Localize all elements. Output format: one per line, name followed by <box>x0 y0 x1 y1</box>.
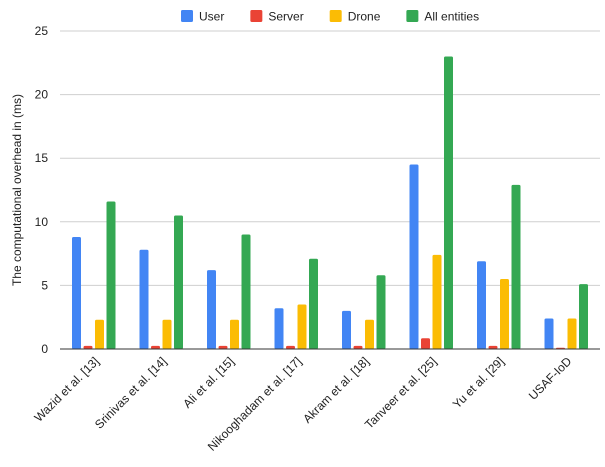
category-label: Ali et al. [15] <box>180 354 237 411</box>
legend-label-drone: Drone <box>348 10 381 24</box>
bar-all-entities-wazid-et-al-13 <box>106 201 116 349</box>
bar-user-ali-et-al-15 <box>207 270 216 349</box>
category-label: Akram et al. [18] <box>300 354 372 426</box>
category-label: Wazid et al. [13] <box>31 354 101 424</box>
bar-server-srinivas-et-al-14 <box>151 345 160 349</box>
y-tick-label: 5 <box>41 278 48 292</box>
bar-server-akram-et-al-18 <box>353 345 363 349</box>
gridlines <box>60 30 600 286</box>
y-axis-title: The computational overhead in (ms) <box>10 94 24 286</box>
bar-server-ali-et-al-15 <box>218 345 228 349</box>
bar-server-yu-et-al-29 <box>488 345 498 349</box>
bar-server-nikooghadam-et-al-17 <box>286 345 295 349</box>
category-label: Yu et al. [29] <box>450 354 507 411</box>
bar-all-entities-ali-et-al-15 <box>241 234 251 349</box>
bar-drone-usaf-iod <box>567 318 577 349</box>
bar-server-tanveer-et-al-25 <box>421 338 430 349</box>
bars <box>72 56 588 349</box>
bar-user-tanveer-et-al-25 <box>409 164 419 349</box>
category-label: Srinivas et al. [14] <box>92 354 169 431</box>
y-tick-label: 20 <box>35 88 49 102</box>
bar-server-wazid-et-al-13 <box>83 345 93 349</box>
bar-drone-tanveer-et-al-25 <box>432 254 442 349</box>
bar-user-srinivas-et-al-14 <box>139 249 149 349</box>
bar-drone-ali-et-al-15 <box>230 319 239 349</box>
bar-drone-nikooghadam-et-al-17 <box>297 304 307 349</box>
bar-drone-wazid-et-al-13 <box>95 319 104 349</box>
bar-all-entities-usaf-iod <box>579 284 588 349</box>
y-axis-ticks: 0 5 10 15 20 25 <box>35 24 49 356</box>
bar-user-usaf-iod <box>544 318 554 349</box>
bar-all-entities-yu-et-al-29 <box>511 184 521 349</box>
legend: User Server Drone All entities <box>181 10 479 24</box>
bar-user-yu-et-al-29 <box>477 261 486 349</box>
bar-drone-srinivas-et-al-14 <box>162 319 172 349</box>
legend-swatch-all-entities <box>406 10 419 22</box>
legend-label-user: User <box>199 10 224 24</box>
category-label: Tanveer et al. [25] <box>362 354 439 431</box>
bar-all-entities-tanveer-et-al-25 <box>444 56 453 349</box>
bar-user-nikooghadam-et-al-17 <box>274 308 284 349</box>
legend-label-all-entities: All entities <box>424 10 479 24</box>
bar-user-wazid-et-al-13 <box>72 237 81 349</box>
category-label: USAF-IoD <box>526 354 575 403</box>
legend-swatch-server <box>250 10 263 22</box>
x-axis-ticks: Wazid et al. [13]Srinivas et al. [14] Ali… <box>31 354 574 454</box>
y-tick-label: 25 <box>35 24 49 38</box>
bar-all-entities-srinivas-et-al-14 <box>174 215 183 349</box>
y-tick-label: 0 <box>41 342 48 356</box>
legend-swatch-drone <box>329 10 342 22</box>
bar-drone-akram-et-al-18 <box>365 319 374 349</box>
bar-all-entities-nikooghadam-et-al-17 <box>309 258 318 349</box>
bar-user-akram-et-al-18 <box>342 310 351 349</box>
y-tick-label: 10 <box>35 215 49 229</box>
legend-label-server: Server <box>268 10 303 24</box>
bar-all-entities-akram-et-al-18 <box>376 275 386 349</box>
bar-drone-yu-et-al-29 <box>500 279 509 349</box>
y-tick-label: 15 <box>35 151 49 165</box>
legend-swatch-user <box>181 10 193 22</box>
